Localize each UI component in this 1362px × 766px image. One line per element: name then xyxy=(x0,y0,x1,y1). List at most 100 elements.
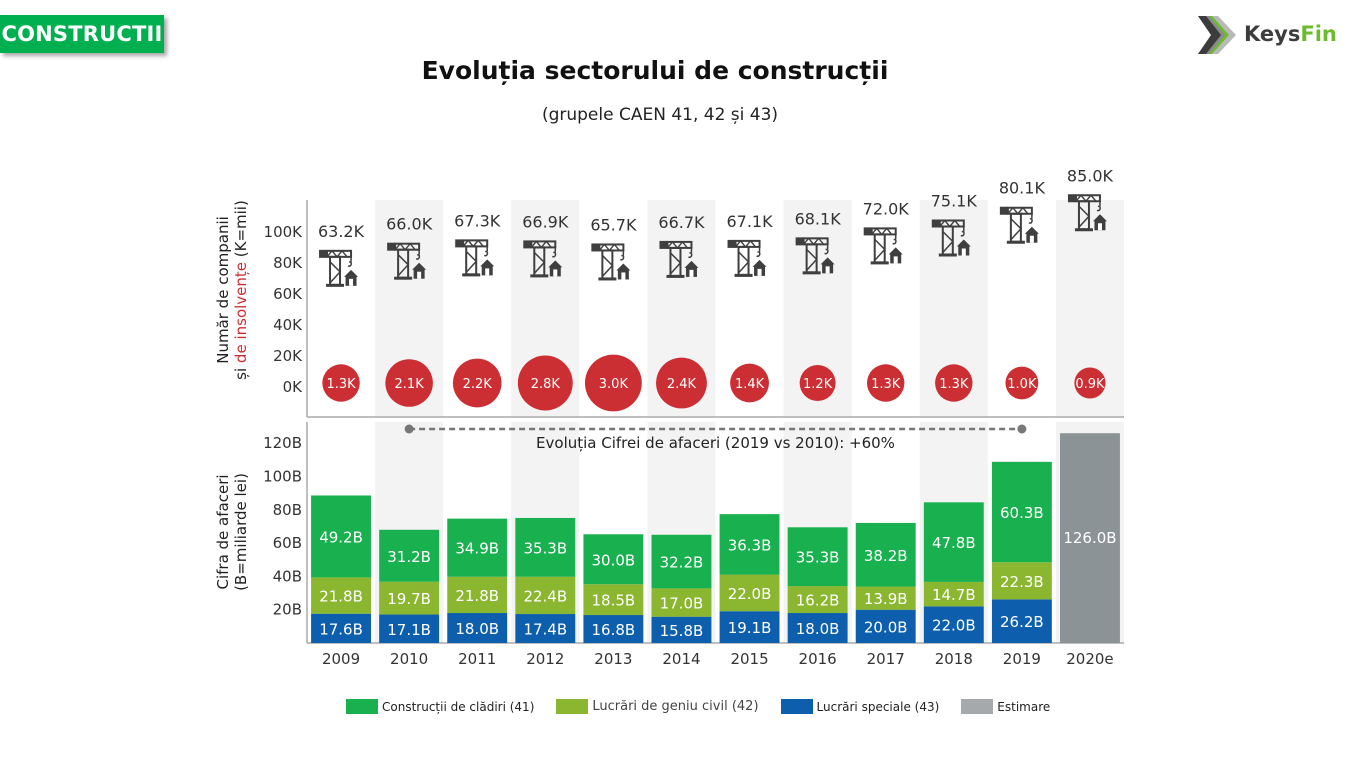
bottom-y-tick-label: 120B xyxy=(263,434,302,452)
crane-counterweight xyxy=(999,206,1008,215)
bar-segment-speciale xyxy=(515,614,576,643)
crane-house-icon xyxy=(999,206,1039,244)
insolvency-label: 1.3K xyxy=(939,377,969,392)
house-roof xyxy=(752,259,767,267)
bar-value-label-cladiri: 47.8B xyxy=(932,534,976,552)
house-roof xyxy=(888,247,903,255)
crane-tower-truss xyxy=(329,261,342,284)
x-tick-label: 2011 xyxy=(458,650,496,668)
company-count-label: 72.0K xyxy=(863,199,910,218)
bar-value-label-cladiri: 30.0B xyxy=(592,551,636,569)
crane-tower-truss xyxy=(806,248,818,271)
insolvency-bubble xyxy=(584,354,642,412)
top-y-tick-label: 0K xyxy=(283,378,304,396)
bar-segment-cladiri xyxy=(991,461,1052,563)
crane-counterweight xyxy=(319,249,328,258)
crane-hook xyxy=(483,250,489,257)
crane-hook xyxy=(892,238,897,245)
bottom-y-axis-title-line2: (B=miliarde lei) xyxy=(232,473,250,591)
house-door xyxy=(961,248,966,256)
crane-hook xyxy=(415,253,421,260)
bar-segment-speciale xyxy=(855,609,916,643)
house-door xyxy=(1029,235,1034,243)
insolvency-label: 2.1K xyxy=(395,377,425,392)
house-roof xyxy=(1092,214,1107,222)
crane-base xyxy=(530,274,549,278)
company-count-label: 65.7K xyxy=(590,215,637,234)
insolvency-label: 1.0K xyxy=(1007,377,1037,392)
bottom-y-tick-label: 40B xyxy=(273,567,302,585)
crane-house-icon xyxy=(319,249,359,287)
bar-value-label-cladiri: 49.2B xyxy=(319,528,363,546)
top-y-tick-label: 40K xyxy=(273,316,303,334)
house-door xyxy=(1097,223,1102,231)
bottom-y-axis-title-line1: Cifra de afaceri xyxy=(214,474,232,589)
legend-swatch-cladiri xyxy=(346,699,378,714)
legend-swatch-estimare xyxy=(961,699,994,714)
legend-label-speciale: Lucrări speciale (43) xyxy=(816,699,940,714)
company-count-label: 68.1K xyxy=(795,209,842,228)
bar-value-label-speciale: 18.0B xyxy=(455,620,499,638)
section-badge: CONSTRUCTII xyxy=(0,15,164,53)
legend-item-cladiri: Construcții de clădiri (41) xyxy=(346,699,534,714)
crane-house-icon xyxy=(591,243,631,281)
crane-hook xyxy=(1028,217,1033,224)
insolvency-label: 0.9K xyxy=(1075,377,1105,392)
legend-label-estimare: Estimare xyxy=(997,699,1051,714)
house-door xyxy=(893,256,898,264)
bar-value-label-cladiri: 34.9B xyxy=(455,540,499,558)
insolvency-bubble xyxy=(452,358,502,408)
bottom-y-tick-label: 80B xyxy=(273,501,302,519)
crane-hook xyxy=(1096,205,1101,212)
top-y-axis-title-line2: și de insolvențe (K=mii) xyxy=(232,200,250,380)
crane-tower-truss xyxy=(942,230,954,253)
x-tick-label: 2019 xyxy=(1003,650,1041,668)
insolvency-label: 2.8K xyxy=(531,377,561,392)
house-roof xyxy=(480,259,495,267)
bar-value-label-cladiri: 60.3B xyxy=(1000,504,1044,522)
crane-house-icon xyxy=(659,240,699,278)
x-tick-label: 2017 xyxy=(867,650,905,668)
crane-house-icon xyxy=(727,239,767,277)
crane-hook xyxy=(960,230,965,237)
crane-tower-truss xyxy=(1078,205,1090,228)
crane-hook xyxy=(688,252,693,258)
bar-value-label-cladiri: 38.2B xyxy=(864,547,908,565)
crane-house-icon xyxy=(1067,194,1107,232)
bar-segment-geniu_civil xyxy=(719,574,780,612)
crane-house-icon xyxy=(795,237,835,275)
bar-value-label-geniu_civil: 19.7B xyxy=(387,590,431,608)
crane-tower-truss xyxy=(601,254,614,277)
legend-swatch-geniu-civil xyxy=(556,699,589,714)
insolvency-bubble xyxy=(322,364,360,402)
bar-value-label-estimare: 126.0B xyxy=(1063,529,1116,547)
bottom-y-tick-label: 60B xyxy=(273,534,302,552)
bottom-y-tick-label: 100B xyxy=(263,468,302,486)
crane-tower-truss xyxy=(533,251,546,274)
company-count-label: 67.3K xyxy=(454,211,501,230)
bar-value-label-geniu_civil: 14.7B xyxy=(932,586,976,604)
crane-counterweight xyxy=(455,239,464,248)
crane-house-icon xyxy=(863,227,903,265)
bar-segment-speciale xyxy=(379,614,440,643)
x-tick-label: 2013 xyxy=(594,650,632,668)
insolvency-bubble xyxy=(730,363,769,403)
company-count-label: 63.2K xyxy=(318,222,365,241)
crane-counterweight xyxy=(931,219,940,228)
crane-base xyxy=(938,253,957,257)
house-roof xyxy=(616,263,631,271)
house-roof xyxy=(548,260,563,268)
insolvency-bubble xyxy=(517,355,573,411)
crane-house-icon xyxy=(931,219,971,257)
bar-segment-geniu_civil xyxy=(923,581,984,607)
company-count-label: 75.1K xyxy=(931,191,978,210)
insolvency-label: 1.3K xyxy=(326,377,356,392)
insolvency-bubble xyxy=(867,364,905,402)
bar-value-label-geniu_civil: 17.0B xyxy=(660,595,704,613)
crane-tower-truss xyxy=(874,238,886,261)
bar-segment-speciale xyxy=(719,611,780,643)
bar-segment-cladiri xyxy=(651,534,712,589)
legend-item-estimare: Estimare xyxy=(961,699,1050,714)
crane-base xyxy=(326,283,345,287)
bar-segment-cladiri xyxy=(855,522,916,587)
